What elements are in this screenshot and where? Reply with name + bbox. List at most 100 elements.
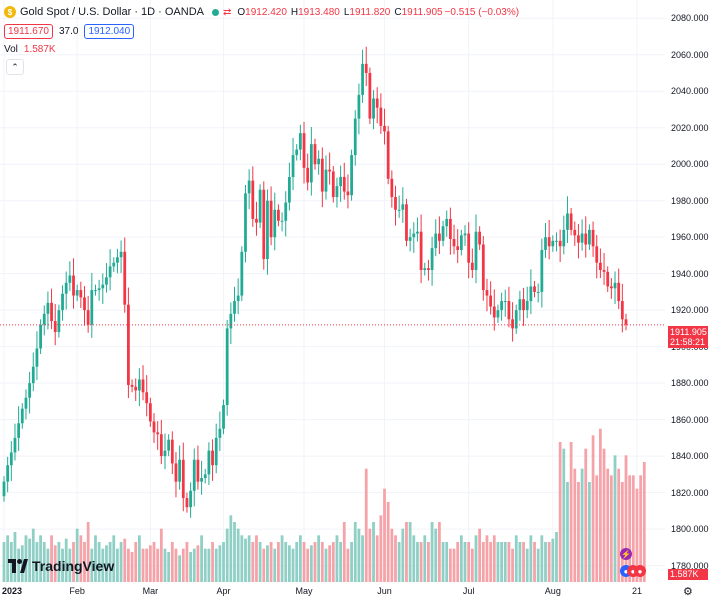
candle xyxy=(430,248,434,271)
volume-bar xyxy=(423,535,427,582)
volume-bar xyxy=(211,542,214,582)
volume-bar xyxy=(236,528,240,582)
volume-bar xyxy=(514,535,518,582)
flag-icon[interactable]: ⇄ xyxy=(223,6,232,18)
candle xyxy=(236,295,240,302)
volume-bar xyxy=(244,538,247,582)
volume-bar xyxy=(624,455,628,582)
volume-bar xyxy=(562,448,566,582)
price-tick-label: 2000.000 xyxy=(671,159,709,170)
volume-bar xyxy=(588,482,591,582)
lightning-icon[interactable]: ⚡ xyxy=(620,548,632,560)
volume-bar xyxy=(401,528,405,582)
volume-bar xyxy=(178,555,182,582)
tradingview-logo-icon xyxy=(8,559,28,573)
volume-bar xyxy=(207,548,211,582)
tradingview-logo[interactable]: TradingView xyxy=(8,558,114,574)
candle xyxy=(207,450,211,475)
volume-bar xyxy=(152,542,156,582)
volume-bar xyxy=(127,548,130,582)
candle xyxy=(555,240,558,242)
buy-button[interactable]: 1912.040 xyxy=(84,24,135,39)
candle xyxy=(295,149,299,156)
volume-bar xyxy=(284,542,288,582)
candle xyxy=(145,392,149,404)
candle xyxy=(203,474,207,479)
candle xyxy=(105,277,108,285)
volume-bar xyxy=(167,552,171,582)
candle xyxy=(284,202,288,221)
candle xyxy=(94,290,97,292)
candle xyxy=(518,299,522,311)
volume-bar xyxy=(602,448,606,582)
volume-bar xyxy=(163,548,167,582)
volume-bar xyxy=(28,538,32,582)
spread-value: 37.0 xyxy=(58,26,79,37)
candle xyxy=(588,229,591,245)
candle xyxy=(591,229,595,247)
volume-bar xyxy=(200,535,203,582)
volume-bar xyxy=(148,545,152,582)
candle xyxy=(222,405,225,429)
candle xyxy=(401,204,405,210)
volume-bar xyxy=(320,542,324,582)
volume-bar xyxy=(123,538,127,582)
price-tick-label: 1980.000 xyxy=(671,195,709,206)
volume-bar xyxy=(430,522,434,582)
ohlc-values: O1912.420 H1913.480 L1911.820 C1911.905 xyxy=(237,7,442,18)
settings-gear-icon[interactable]: ⚙ xyxy=(683,586,693,598)
candle xyxy=(390,178,394,198)
volume-bar xyxy=(251,542,255,582)
volume-bar xyxy=(617,468,621,582)
candle xyxy=(141,379,145,393)
candle xyxy=(50,302,53,322)
candle xyxy=(31,366,35,384)
price-tick-label: 1960.000 xyxy=(671,232,709,243)
last-volume-label: 1.587K xyxy=(668,569,708,580)
volume-bar xyxy=(606,468,610,582)
volume-bar xyxy=(229,515,233,582)
candle xyxy=(72,275,75,296)
volume-bar xyxy=(544,542,547,582)
candle xyxy=(419,231,423,271)
candle xyxy=(2,481,6,497)
candle xyxy=(167,439,171,451)
candle xyxy=(434,233,438,249)
sell-button[interactable]: 1911.670 xyxy=(4,24,53,39)
last-price-value: 1911.905 xyxy=(670,327,707,337)
volume-bar xyxy=(291,548,295,582)
volume-bar xyxy=(467,542,471,582)
volume-bar xyxy=(328,545,332,582)
volume-bar xyxy=(313,542,317,582)
volume-bar xyxy=(481,542,485,582)
symbol-title[interactable]: Gold Spot / U.S. Dollar · 1D · OANDA xyxy=(20,6,204,18)
volume-legend: Vol 1.587K xyxy=(4,44,56,55)
candle xyxy=(137,379,141,391)
candle xyxy=(130,384,134,387)
volume-bar xyxy=(496,542,500,582)
volume-bar xyxy=(438,522,441,582)
volume-bar xyxy=(577,482,580,582)
candle xyxy=(551,240,555,247)
chevron-up-icon: ⌃ xyxy=(11,61,19,72)
volume-bar xyxy=(130,552,134,582)
candle xyxy=(189,490,192,508)
candle xyxy=(478,231,482,245)
last-price-label: 1911.905 21:58:21 xyxy=(668,326,708,348)
candle xyxy=(383,125,386,132)
ohlc-high: H1913.480 xyxy=(290,6,340,18)
volume-bar xyxy=(427,542,430,582)
candle xyxy=(339,176,343,187)
volume-bar xyxy=(20,545,24,582)
candle xyxy=(258,189,262,223)
volume-bar xyxy=(474,535,478,582)
volume-bar xyxy=(269,542,273,582)
candle xyxy=(620,301,624,320)
collapse-legend-button[interactable]: ⌃ xyxy=(6,59,24,75)
volume-bar xyxy=(547,542,551,582)
candle xyxy=(609,286,613,289)
us-flag-icon[interactable]: ● xyxy=(634,565,646,577)
volume-bar xyxy=(507,542,511,582)
volume-bar xyxy=(324,548,328,582)
